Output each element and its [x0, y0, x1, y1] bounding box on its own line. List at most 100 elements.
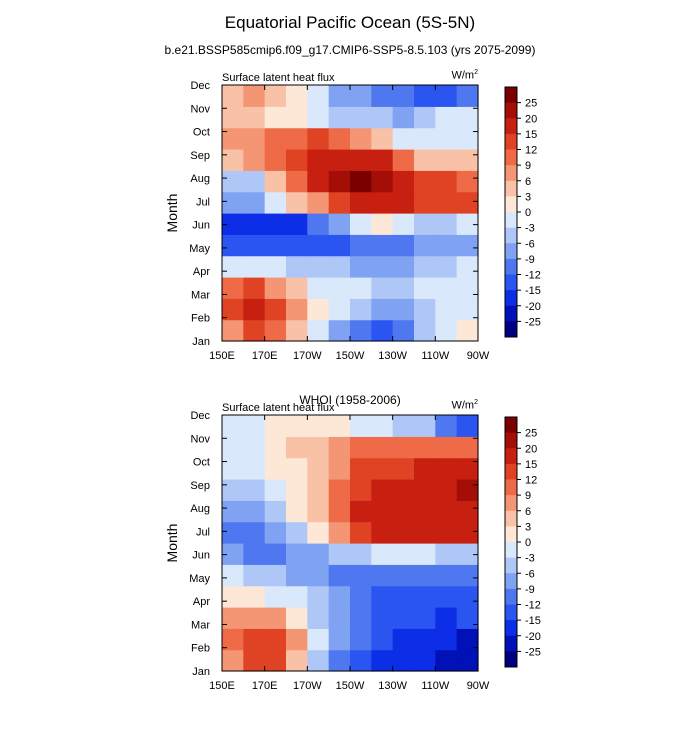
heatmap-cell	[307, 479, 330, 501]
colorbar-label: -25	[525, 316, 541, 328]
colorbar-swatch	[505, 432, 517, 449]
colorbar-label: -20	[525, 631, 541, 643]
heatmap-cell	[371, 298, 394, 321]
heatmap-cell	[328, 170, 351, 193]
heatmap-cell	[350, 479, 372, 501]
y-tick-label: Mar	[191, 619, 210, 631]
heatmap-cell	[243, 149, 266, 171]
heatmap-cell	[414, 191, 436, 214]
heatmap-cell	[350, 564, 372, 587]
y-tick-label: Sep	[190, 150, 210, 162]
heatmap-cell	[264, 149, 287, 171]
heatmap-cell	[371, 564, 394, 587]
heatmap-cell	[264, 277, 287, 299]
heatmap-cell	[307, 457, 330, 480]
heatmap-cell	[222, 628, 244, 651]
colorbar-swatch	[505, 417, 517, 434]
heatmap-cell	[222, 191, 244, 214]
colorbar-swatch	[505, 149, 517, 166]
heatmap-cell	[350, 436, 372, 459]
heatmap-cell	[307, 500, 330, 523]
x-tick-label: 170W	[293, 350, 322, 362]
heatmap-cell	[222, 170, 244, 193]
heatmap-cell	[307, 191, 330, 214]
heatmap-cell	[392, 191, 415, 214]
colorbar-swatch	[505, 305, 517, 322]
heatmap-cell	[435, 649, 458, 672]
colorbar-swatch	[505, 243, 517, 260]
heatmap-cell	[222, 106, 244, 129]
heatmap-cell	[435, 277, 458, 299]
x-tick-label: 90W	[467, 680, 490, 692]
colorbar-swatch	[505, 479, 517, 496]
colorbar-label: -6	[525, 238, 535, 250]
x-tick-label: 110W	[421, 350, 450, 362]
heatmap-cell	[286, 457, 308, 480]
heatmap-cell	[264, 607, 287, 629]
heatmap-cell	[392, 585, 415, 608]
heatmap-cell	[350, 415, 372, 437]
heatmap-cell	[243, 234, 266, 257]
heatmap-cell	[350, 170, 372, 193]
heatmap-chart: Jan Feb Mar Apr May Jun Jul Aug Sep Oct Nov Dec 150E…	[189, 410, 541, 692]
heatmap-cell	[414, 255, 436, 278]
heatmap-cell	[328, 521, 351, 544]
x-tick-label: 130W	[378, 680, 407, 692]
heatmap-cell	[307, 255, 330, 278]
heatmap-cell	[350, 649, 372, 672]
heatmap-cell	[264, 500, 287, 523]
heatmap-cell	[286, 628, 308, 651]
heatmap-cell	[414, 319, 436, 342]
heatmap-cell	[222, 319, 244, 342]
colorbar-label: 9	[525, 490, 531, 502]
heatmap-cell	[392, 127, 415, 150]
heatmap-cell	[328, 213, 351, 235]
colorbar-label: 3	[525, 191, 531, 203]
heatmap-cell	[328, 191, 351, 214]
heatmap-cell	[328, 628, 351, 651]
heatmap-cell	[243, 436, 266, 459]
colorbar-label: 25	[525, 428, 537, 440]
heatmap-cell	[414, 585, 436, 608]
heatmap-cell	[307, 585, 330, 608]
heatmap-cell	[435, 585, 458, 608]
heatmap-cell	[435, 543, 458, 565]
heatmap-cell	[350, 298, 372, 321]
heatmap-cell	[456, 277, 479, 299]
heatmap-cell	[392, 106, 415, 129]
heatmap-cell	[286, 543, 308, 565]
heatmap-cell	[243, 106, 266, 129]
colorbar-label: -12	[525, 600, 541, 612]
heatmap-cell	[392, 628, 415, 651]
colorbar-swatch	[505, 321, 517, 338]
heatmap-cell	[371, 500, 394, 523]
heatmap-cell	[456, 415, 479, 437]
colorbar-swatch	[505, 651, 517, 668]
heatmap-cell	[286, 85, 308, 107]
heatmap-cell	[264, 628, 287, 651]
heatmap-cell	[371, 457, 394, 480]
heatmap-cell	[435, 436, 458, 459]
heatmap-cell	[371, 479, 394, 501]
x-tick-label: 150E	[209, 680, 235, 692]
colorbar-label: -15	[525, 285, 541, 297]
heatmap-cell	[222, 436, 244, 459]
heatmap-cell	[286, 170, 308, 193]
heatmap-cell	[328, 436, 351, 459]
heatmap-cell	[222, 127, 244, 150]
heatmap-cell	[371, 521, 394, 544]
heatmap-cell	[328, 543, 351, 565]
units-label: W/m2	[451, 69, 478, 82]
heatmap-cell	[328, 457, 351, 480]
heatmap-cell	[414, 457, 436, 480]
heatmap-cell	[307, 234, 330, 257]
heatmap-cell	[307, 415, 330, 437]
heatmap-cell	[307, 277, 330, 299]
colorbar-swatch	[505, 526, 517, 543]
colorbar-swatch	[505, 118, 517, 135]
x-tick-label: 110W	[421, 680, 450, 692]
heatmap-cell	[286, 127, 308, 150]
x-tick-label: 90W	[467, 350, 490, 362]
heatmap-cell	[264, 319, 287, 342]
heatmap-cell	[222, 298, 244, 321]
